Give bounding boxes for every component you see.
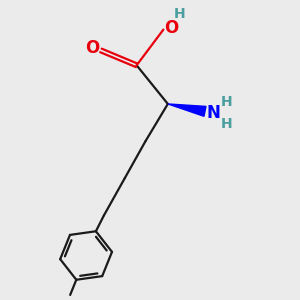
Text: N: N [207,104,221,122]
Text: H: H [221,94,232,109]
Text: H: H [221,117,232,131]
Text: H: H [174,7,185,21]
Text: O: O [165,19,179,37]
Text: O: O [85,39,100,57]
Polygon shape [168,104,206,116]
